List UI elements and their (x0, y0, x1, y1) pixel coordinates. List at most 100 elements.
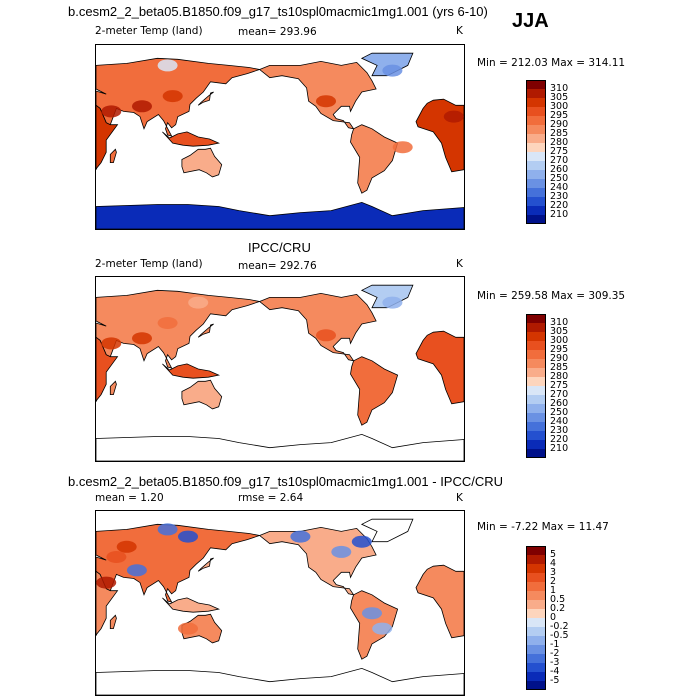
field-anomaly-spot (162, 90, 183, 103)
field-anomaly-spot (362, 607, 382, 620)
field-anomaly-spot (382, 296, 403, 309)
colorbar-tick-label: -0.5 (550, 630, 569, 641)
panel2-title: IPCC/CRU (248, 240, 311, 255)
panel1-unit-label: K (456, 25, 463, 37)
panel1-minmax-label: Min = 212.03 Max = 314.11 (477, 57, 626, 69)
colorbar-tick-label: 230 (550, 425, 569, 436)
colorbar-tick-label: 270 (550, 389, 569, 400)
panel3-unit-label: K (456, 492, 463, 504)
colorbar-tick-label: 0.5 (550, 594, 566, 605)
colorbar-tick-label: 2 (550, 576, 557, 587)
landmass-antarctica (96, 667, 464, 695)
landmass-antarctica (96, 201, 464, 229)
panel1-variable-label: 2-meter Temp (land) (95, 25, 203, 37)
panel3-minmax-label: Min = -7.22 Max = 11.47 (477, 521, 609, 533)
colorbar-tick-label: -0.2 (550, 621, 569, 632)
colorbar-tick-label: 5 (550, 549, 557, 560)
panel3-map (95, 510, 465, 696)
field-anomaly-spot (188, 296, 209, 309)
panel2-minmax-label: Min = 259.58 Max = 309.35 (477, 290, 626, 302)
landmass-eurasia (96, 523, 262, 603)
field-anomaly-spot (116, 540, 137, 553)
landmass-japan (197, 91, 214, 106)
landmass-australia (181, 147, 223, 178)
landmass-japan (197, 557, 214, 572)
colorbar-tick-label: 210 (550, 209, 569, 220)
field-anomaly-spot (351, 535, 372, 548)
panel3-map-svg (96, 518, 464, 695)
landmass-madagascar (109, 148, 117, 163)
panel1-map-svg (96, 52, 464, 229)
colorbar-tick-label: 230 (550, 191, 569, 202)
landmass-indonesia (162, 363, 221, 379)
colorbar-tick-label: 305 (550, 326, 569, 337)
colorbar-tick-label: 260 (550, 398, 569, 409)
colorbar-tick-label: -4 (550, 666, 560, 677)
field-anomaly-spot (132, 332, 152, 345)
panel2-mean-label: mean= 292.76 (238, 260, 317, 272)
colorbar-tick-label: 220 (550, 434, 569, 445)
panel3-mean-label: mean = 1.20 (95, 492, 164, 504)
season-label: JJA (512, 10, 549, 32)
field-anomaly-spot (392, 141, 413, 154)
colorbar-tick-label: 210 (550, 443, 569, 454)
colorbar-tick-label: 0.2 (550, 603, 566, 614)
colorbar-tick-label: -1 (550, 639, 560, 650)
landmass-samerica (350, 356, 399, 426)
colorbar-tick-label: 0 (550, 612, 557, 623)
colorbar-tick-label: 250 (550, 407, 569, 418)
field-anomaly-spot (331, 545, 352, 558)
landmass-indonesia (162, 131, 221, 147)
field-anomaly-spot (382, 64, 403, 77)
landmass-madagascar (109, 614, 117, 629)
colorbar-tick-label: -3 (550, 657, 560, 668)
colorbar-tick-label: -5 (550, 675, 560, 686)
colorbar-tick-label: 285 (550, 362, 569, 373)
landmass-australia (181, 379, 223, 410)
field-anomaly-spot (106, 551, 127, 563)
field-anomaly-spot (443, 110, 464, 123)
landmass-africaW (415, 564, 464, 639)
colorbar-tick-label: 1 (550, 585, 557, 596)
colorbar-tick-label: 250 (550, 173, 569, 184)
landmass-indonesia (162, 597, 221, 613)
colorbar-tick-label: 300 (550, 335, 569, 346)
landmass-africa (96, 104, 119, 170)
colorbar-tick-label: 305 (550, 92, 569, 103)
field-anomaly-spot (96, 576, 117, 589)
colorbar-tick-label: 300 (550, 101, 569, 112)
colorbar-tick-label: 280 (550, 137, 569, 148)
field-anomaly-spot (178, 530, 198, 543)
landmass-eurasia (96, 289, 262, 369)
landmass-africaW (415, 98, 464, 173)
colorbar-tick-label: 290 (550, 119, 569, 130)
colorbar-tick-label: 4 (550, 558, 557, 569)
field-anomaly-spot (126, 564, 147, 577)
field-anomaly-spot (101, 105, 122, 118)
panel3-title: b.cesm2_2_beta05.B1850.f09_g17_ts10spl0m… (68, 474, 504, 489)
landmass-africa (96, 336, 119, 402)
landmass-africaW (415, 330, 464, 405)
field-anomaly-spot (132, 100, 152, 113)
colorbar-tick-label: 285 (550, 128, 569, 139)
landmass-antarctica (96, 433, 464, 461)
landmass-greenland (360, 518, 414, 543)
panel2-unit-label: K (456, 258, 463, 270)
colorbar-tick-label: -2 (550, 648, 560, 659)
landmass-madagascar (109, 380, 117, 395)
field-anomaly-spot (178, 622, 198, 635)
field-anomaly-spot (290, 530, 311, 543)
field-anomaly-spot (157, 523, 178, 536)
colorbar-tick-label: 260 (550, 164, 569, 175)
colorbar-tick-label: 270 (550, 155, 569, 166)
field-anomaly-spot (157, 59, 178, 72)
colorbar-frame (526, 546, 546, 690)
panel1-title: b.cesm2_2_beta05.B1850.f09_g17_ts10spl0m… (68, 4, 488, 19)
panel1-map (95, 44, 465, 230)
panel3-rmse-label: rmse = 2.64 (238, 492, 304, 504)
landmass-namerica (258, 526, 377, 596)
colorbar-tick-label: 275 (550, 380, 569, 391)
field-anomaly-spot (157, 317, 178, 329)
landmass-namerica (258, 292, 377, 362)
field-anomaly-spot (101, 337, 122, 350)
